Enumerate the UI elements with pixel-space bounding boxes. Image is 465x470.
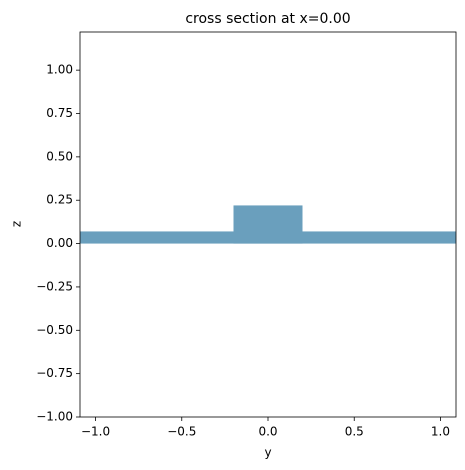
x-axis-label: y xyxy=(264,446,271,460)
y-axis-label: z xyxy=(10,221,24,227)
y-tick-label: 0.75 xyxy=(46,106,73,120)
y-tick-label: −0.50 xyxy=(36,323,73,337)
y-tick-label: 0.50 xyxy=(46,149,73,163)
x-tick-label: 1.0 xyxy=(431,425,450,439)
y-tick-label: −0.25 xyxy=(36,279,73,293)
y-tick-label: −0.75 xyxy=(36,366,73,380)
y-tick-label: 0.00 xyxy=(46,236,73,250)
x-tick-label: −0.5 xyxy=(167,425,196,439)
chart-title: cross section at x=0.00 xyxy=(185,11,350,27)
y-tick-label: 0.25 xyxy=(46,193,73,207)
y-tick-label: 1.00 xyxy=(46,63,73,77)
shape xyxy=(233,205,303,244)
x-tick-label: 0.0 xyxy=(258,425,277,439)
y-tick-label: −1.00 xyxy=(36,410,73,424)
x-tick-label: −1.0 xyxy=(81,425,110,439)
x-tick-label: 0.5 xyxy=(345,425,364,439)
